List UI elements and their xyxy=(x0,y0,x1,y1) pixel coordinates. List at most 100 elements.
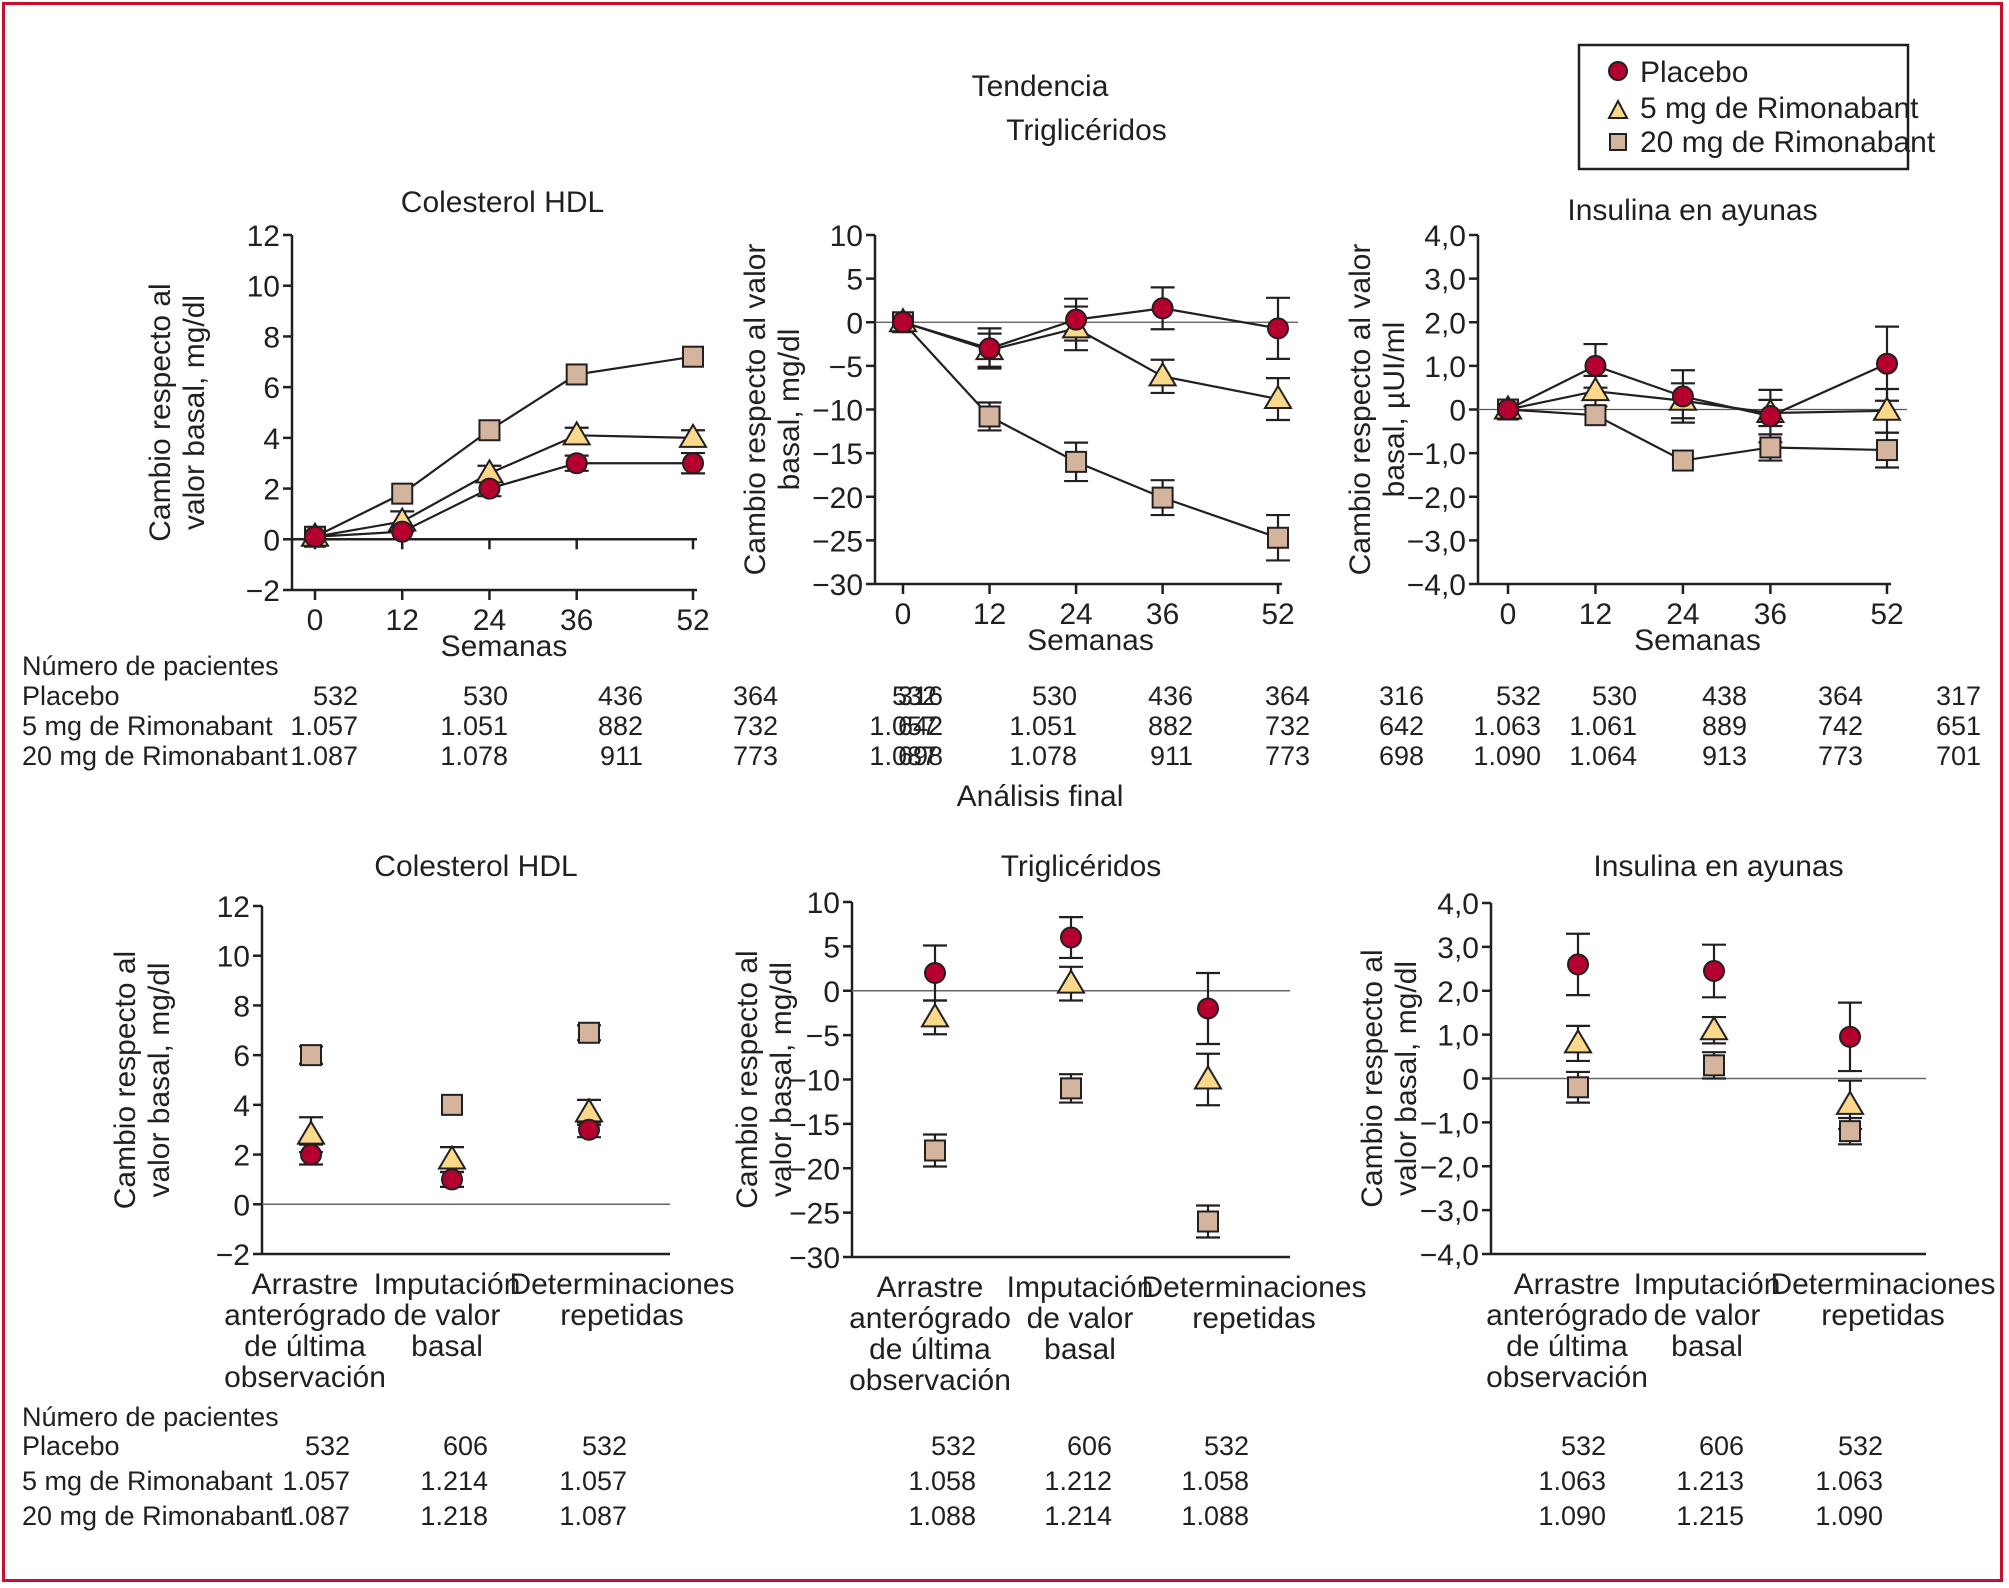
point-placebo xyxy=(304,525,326,548)
patients-cell: 364 xyxy=(1265,681,1310,711)
patients-cell: 316 xyxy=(898,681,943,711)
series-line xyxy=(902,307,1279,350)
point-5mg xyxy=(920,1002,950,1028)
category-label: Arrastre xyxy=(252,1268,359,1301)
y-tick-label: 3,0 xyxy=(1437,932,1479,965)
y-tick-label: 2 xyxy=(233,1140,250,1173)
patients-cell: 911 xyxy=(600,741,643,771)
y-tick-label: 10 xyxy=(807,887,840,920)
y-tick-label: 10 xyxy=(830,220,863,253)
y-axis-label: valor basal, mg/dl xyxy=(1390,961,1423,1196)
category-label: Imputación xyxy=(374,1268,521,1301)
chart-title: Colesterol HDL xyxy=(401,186,604,219)
category-label: anterógrado xyxy=(849,1302,1011,1335)
point-placebo xyxy=(892,311,914,334)
patients-cell: 1.087 xyxy=(290,741,358,771)
patients-cell: 1.057 xyxy=(559,1466,627,1496)
category-label: observación xyxy=(849,1364,1011,1397)
patients-cell: 606 xyxy=(1067,1431,1112,1461)
point-20mg xyxy=(924,1139,946,1162)
point-placebo xyxy=(1267,317,1289,340)
chart-bot-hdl: Colesterol HDL −2 0 2 4 6 8 10 12 Cambio respecto… xyxy=(22,850,735,1531)
chart-title: Triglicéridos xyxy=(1006,114,1167,147)
point-20mg xyxy=(1267,526,1289,549)
point-placebo xyxy=(1151,297,1174,320)
patients-row-label: 20 mg de Rimonabant xyxy=(22,741,288,771)
y-tick-label: −25 xyxy=(812,525,863,558)
y-tick-label: 1,0 xyxy=(1424,351,1466,384)
y-tick-label: 5 xyxy=(823,931,840,964)
category-label: Determinaciones xyxy=(1141,1271,1366,1304)
point-placebo xyxy=(978,337,1001,360)
point-5mg xyxy=(1835,1089,1865,1115)
patients-table: 532 606 532 1.063 1.213 1.063 1.090 1.215 1.090 xyxy=(1538,1431,1883,1531)
patients-cell: 1.218 xyxy=(420,1501,488,1531)
y-tick-label: 4,0 xyxy=(1424,220,1466,253)
patients-cell: 1.051 xyxy=(1009,711,1077,741)
x-tick-label: 36 xyxy=(1754,598,1787,631)
patients-cell: 773 xyxy=(733,741,778,771)
category-label: repetidas xyxy=(560,1299,683,1332)
y-axis-label: valor basal, mg/dl xyxy=(143,962,176,1197)
legend-box xyxy=(1577,43,1910,171)
category-label: de última xyxy=(244,1330,366,1363)
category-label: basal xyxy=(411,1330,483,1363)
patients-cell: 732 xyxy=(1265,711,1310,741)
patients-cell: 1.088 xyxy=(908,1501,976,1531)
patients-cell: 1.213 xyxy=(1676,1466,1744,1496)
patients-table: 532 530 438 364 317 1.063 1.061 889 742 651 1.090 1… xyxy=(1473,681,1981,771)
y-tick-label: −1,0 xyxy=(1407,438,1466,471)
point-20mg xyxy=(478,419,501,442)
patients-cell: 642 xyxy=(1379,711,1424,741)
point-placebo xyxy=(1584,354,1607,377)
point-5mg xyxy=(1193,1064,1223,1090)
point-placebo xyxy=(1497,398,1519,421)
y-tick-label: 2 xyxy=(263,474,280,507)
y-tick-label: −25 xyxy=(789,1198,840,1231)
chart-top-tg: Triglicéridos −30 −25 −20 −15 −10 −5 0 5 10 Cambio… xyxy=(739,114,1424,771)
patients-cell: 606 xyxy=(443,1431,488,1461)
point-placebo xyxy=(1671,385,1694,408)
point-20mg xyxy=(1671,449,1694,472)
patients-cell: 773 xyxy=(1818,741,1863,771)
y-tick-label: 12 xyxy=(247,220,280,253)
legend-label: Placebo xyxy=(1640,56,1748,89)
patients-cell: 436 xyxy=(598,681,643,711)
y-tick-label: −15 xyxy=(812,438,863,471)
patients-cell: 1.215 xyxy=(1676,1501,1744,1531)
patients-cell: 1.057 xyxy=(282,1466,350,1496)
y-axis-label: valor basal, mg/dl xyxy=(765,962,798,1197)
point-20mg xyxy=(1759,436,1782,459)
y-tick-label: 3,0 xyxy=(1424,264,1466,297)
point-placebo xyxy=(300,1143,322,1166)
point-20mg xyxy=(391,482,414,505)
point-20mg xyxy=(441,1093,463,1116)
chart-title: Insulina en ayunas xyxy=(1567,194,1817,227)
patients-cell: 1.058 xyxy=(908,1466,976,1496)
x-tick-label: 12 xyxy=(386,604,419,637)
patients-row-label: Placebo xyxy=(22,1431,120,1461)
y-tick-label: −10 xyxy=(789,1065,840,1098)
patients-cell: 1.090 xyxy=(1473,741,1541,771)
patients-cell: 532 xyxy=(305,1431,350,1461)
point-20mg xyxy=(1060,1077,1082,1100)
category-label: de valor xyxy=(1027,1302,1134,1335)
patients-row-label: 5 mg de Rimonabant xyxy=(22,1466,273,1496)
y-tick-label: 2,0 xyxy=(1437,976,1479,1009)
patients-cell: 1.051 xyxy=(440,711,508,741)
patients-cell: 1.057 xyxy=(869,711,937,741)
y-tick-label: 4 xyxy=(263,423,280,456)
y-tick-label: −10 xyxy=(812,395,863,428)
patients-cell: 732 xyxy=(733,711,778,741)
point-5mg xyxy=(1263,384,1293,410)
point-20mg xyxy=(565,363,588,386)
patients-cell: 530 xyxy=(463,681,508,711)
x-tick-label: 36 xyxy=(560,604,593,637)
patients-cell: 1.057 xyxy=(290,711,358,741)
point-placebo xyxy=(1065,308,1088,331)
point-20mg xyxy=(1065,450,1088,473)
point-placebo xyxy=(441,1168,463,1191)
patients-cell: 1.058 xyxy=(1181,1466,1249,1496)
